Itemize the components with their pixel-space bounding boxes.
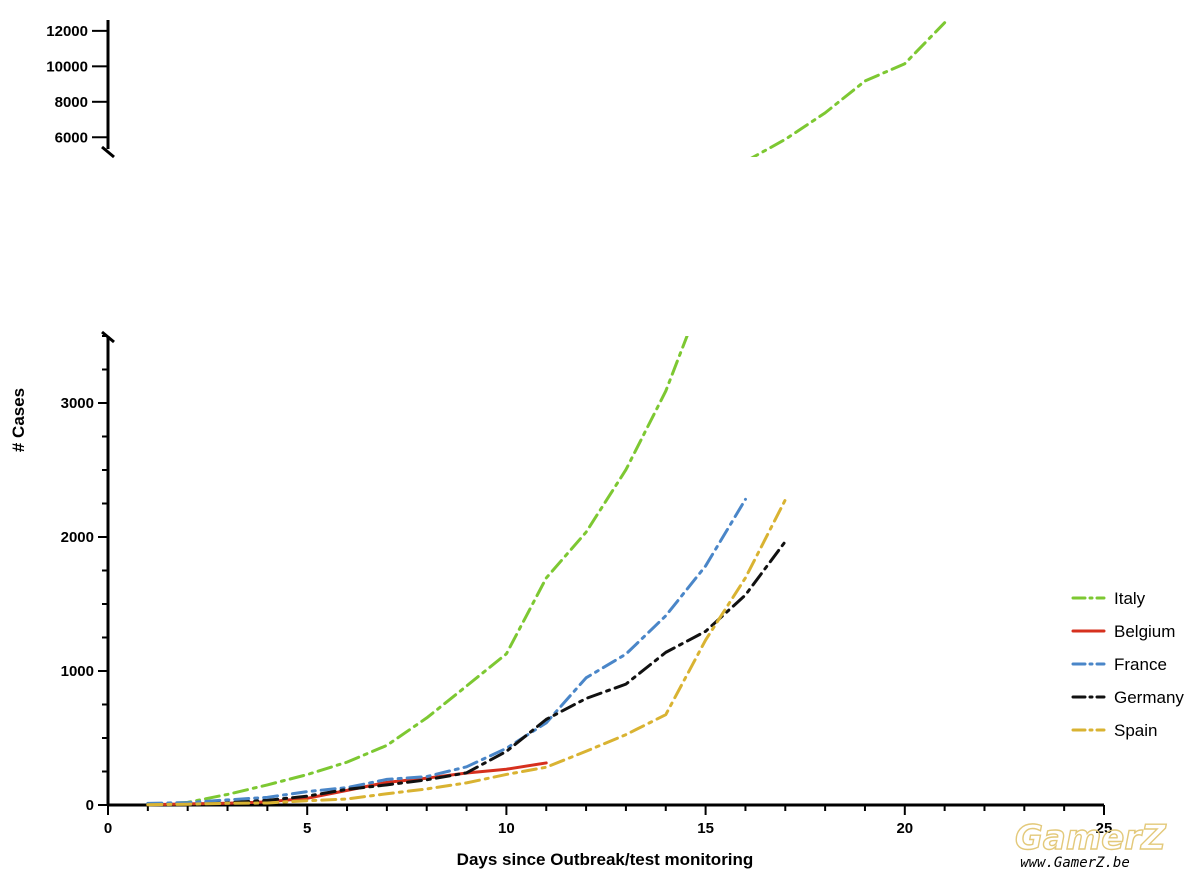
axis-break-mark-upper — [101, 145, 115, 159]
series-line-italy-upper — [750, 21, 947, 157]
x-axis-title: Days since Outbreak/test monitoring — [457, 850, 754, 869]
x-tick-label: 10 — [498, 820, 515, 837]
x-tick-label: 25 — [1096, 820, 1113, 837]
series-line-spain — [146, 498, 787, 807]
legend-item-germany: Germany — [1071, 688, 1184, 707]
series-line-germany — [146, 540, 787, 807]
y-tick-label: 3000 — [61, 395, 94, 412]
chart-legend: Italy Belgium France Germany Spain — [1071, 589, 1184, 740]
legend-label: Belgium — [1114, 622, 1175, 641]
x-tick-label: 15 — [697, 820, 714, 837]
watermark: GamerZ www.GamerZ.be — [1014, 817, 1168, 871]
legend-item-italy: Italy — [1071, 589, 1146, 608]
legend-item-spain: Spain — [1071, 721, 1157, 740]
y-tick-label: 6000 — [55, 129, 88, 146]
y-tick-label: 12000 — [46, 23, 88, 40]
legend-label: Italy — [1114, 589, 1146, 608]
watermark-url: www.GamerZ.be — [1020, 855, 1130, 871]
chart-lines — [146, 21, 947, 807]
watermark-logo: GamerZ — [1015, 818, 1167, 858]
x-tick-label: 20 — [896, 820, 913, 837]
series-line-italy — [146, 336, 689, 807]
legend-label: Spain — [1114, 721, 1157, 740]
y-tick-label: 0 — [86, 797, 94, 814]
chart-axes: 0 5 10 15 20 25 0 1000 2000 3000 6000 8000 10000 1200… — [46, 20, 1112, 837]
y-tick-label: 8000 — [55, 94, 88, 111]
series-line-france — [146, 497, 747, 805]
x-tick-label: 5 — [303, 820, 311, 837]
x-tick-label: 0 — [104, 820, 112, 837]
y-axis-title: # Cases — [9, 388, 28, 452]
y-tick-label: 2000 — [61, 529, 94, 546]
y-tick-label: 10000 — [46, 58, 88, 75]
y-tick-label: 1000 — [61, 663, 94, 680]
legend-label: France — [1114, 655, 1167, 674]
legend-item-belgium: Belgium — [1071, 622, 1175, 641]
legend-label: Germany — [1114, 688, 1184, 707]
legend-item-france: France — [1071, 655, 1167, 674]
